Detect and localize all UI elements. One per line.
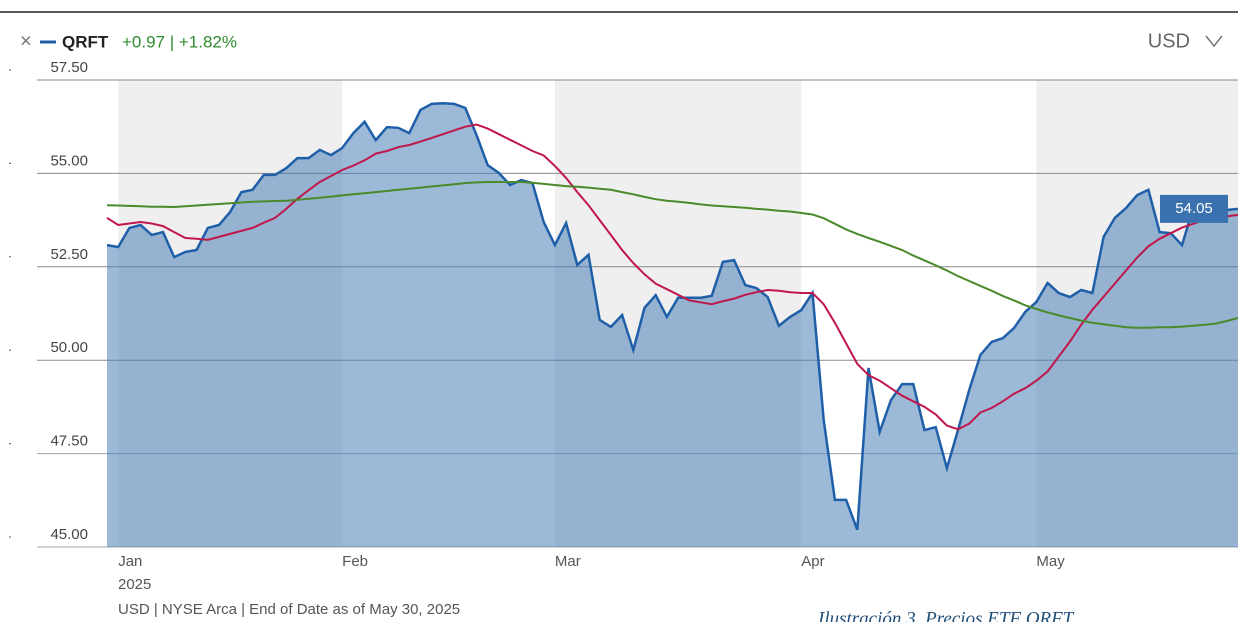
last-value-box <box>1160 194 1228 223</box>
moving-average-line <box>106 181 1238 329</box>
year-label: 2025 <box>118 576 151 593</box>
dropdown-arrow[interactable] <box>1205 35 1223 48</box>
x-tick-label: Apr <box>801 553 824 570</box>
x-tick-label: Jan <box>118 553 142 570</box>
y-tick-label: 57.50 <box>50 59 88 76</box>
currency-select[interactable]: USD <box>1148 30 1190 52</box>
caption: Ilustración 3. Precios ETF QRFT <box>817 608 1075 622</box>
y-tick-label: 47.50 <box>50 433 88 450</box>
y-tick-label: 50.00 <box>50 339 88 356</box>
x-tick-label: May <box>1036 553 1065 570</box>
y-tick-label: 55.00 <box>50 152 88 169</box>
y-tick-label: 52.50 <box>50 246 88 263</box>
footer: USD | NYSE Arca | End of Date as of May … <box>118 601 460 618</box>
ticker: QRFT <box>62 32 109 51</box>
x-tick-label: Feb <box>342 553 368 570</box>
price-line <box>106 101 1238 531</box>
price-change: +0.97 | +1.82% <box>122 32 237 51</box>
close-icon[interactable]: × <box>20 30 32 52</box>
x-tick-label: Mar <box>555 553 581 570</box>
price-area <box>107 103 1238 547</box>
y-tick-label: 45.00 <box>50 526 88 543</box>
last-value-label: 54.05 <box>1175 200 1213 217</box>
